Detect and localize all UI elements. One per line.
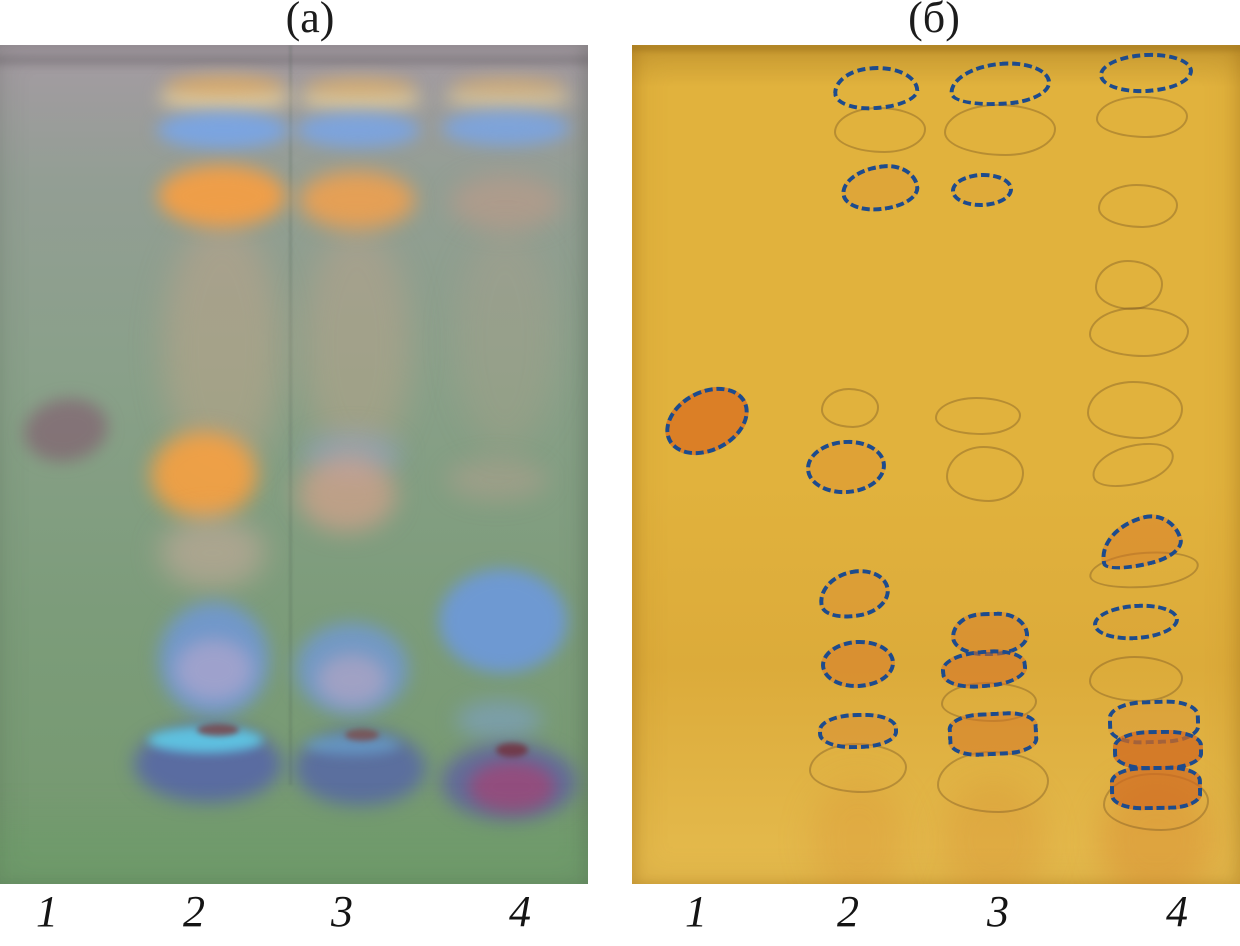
- spot-lane2-rf6: [819, 638, 897, 690]
- spot-lane4-origin3: [1109, 765, 1203, 811]
- band-blue-lane4: [442, 110, 570, 146]
- band-orange-lane2: [158, 165, 286, 227]
- lane-numbers-row: 1 2 3 4 1 2 3 4: [0, 886, 1240, 946]
- panel-b-label: (б): [908, 0, 960, 42]
- origin-band-lane3: [294, 730, 426, 806]
- band-orange-lane3: [299, 171, 415, 229]
- origin-notch-lane2: [197, 724, 239, 736]
- spot-lane2-origin: [817, 711, 899, 751]
- pencil-outline: [935, 397, 1021, 435]
- pencil-outline: [1087, 381, 1183, 439]
- spot-lane1: [653, 373, 761, 469]
- spot-lane2-rf3: [804, 437, 888, 497]
- pencil-outline: [1096, 96, 1188, 138]
- band-orange-tinge-lane3: [304, 78, 416, 94]
- streak-lane3: [303, 227, 411, 463]
- origin-magenta-lane4: [469, 761, 555, 813]
- pencil-outline: [809, 743, 907, 793]
- wash-lane2: [810, 780, 906, 884]
- band-blue-lane3: [296, 112, 420, 148]
- spot-lane2-rf5: [813, 563, 895, 625]
- spot-lane3-rf1: [947, 57, 1053, 111]
- blob-pink-lane3: [298, 456, 396, 532]
- pencil-outline: [1095, 260, 1163, 310]
- spot-lane4-origin2: [1112, 729, 1204, 771]
- fade-pink-lane2: [159, 517, 265, 589]
- lane-number: 3: [331, 887, 353, 936]
- spot-lane4-rf5: [1091, 601, 1181, 643]
- patch-blue-lane4: [456, 700, 542, 740]
- pencil-outline: [1098, 184, 1178, 228]
- lane-number: 3: [987, 887, 1009, 936]
- pencil-outline: [946, 446, 1024, 502]
- top-edge-shadow: [0, 55, 588, 65]
- tlc-plate-photo-stained: [632, 45, 1240, 884]
- top-edge-line: [632, 45, 1240, 51]
- band-cream-lane4: [445, 82, 571, 112]
- streak-lane2: [163, 220, 281, 476]
- pencil-outline: [821, 388, 879, 428]
- spot-purple-lane1: [19, 392, 113, 468]
- band-pink-lane4: [450, 174, 562, 230]
- lane-number: 2: [837, 887, 859, 936]
- tlc-plate-photo-uv: [0, 45, 588, 884]
- band-orange-tinge-lane2: [165, 76, 285, 94]
- bottom-green-glow: [0, 822, 588, 884]
- blob-blue-lane4: [439, 569, 567, 673]
- lane-number: 4: [509, 887, 531, 936]
- spot-lane3-rf2: [950, 171, 1014, 209]
- pencil-outline: [1087, 434, 1179, 496]
- band-orange-tinge-lane4: [450, 78, 566, 92]
- lane-number: 2: [183, 887, 205, 936]
- pencil-outline: [1089, 656, 1183, 702]
- blob-orange2-lane2: [151, 432, 257, 518]
- fade-pink-lane4: [447, 459, 547, 501]
- pencil-outline: [944, 104, 1056, 156]
- lane-number: 4: [1166, 887, 1188, 936]
- pencil-outline: [1089, 307, 1189, 357]
- seam-line: [288, 45, 292, 785]
- pencil-outline: [834, 107, 926, 153]
- spot-lane2-rf2: [838, 159, 922, 217]
- origin-notch-lane4: [496, 743, 528, 757]
- spot-lane3-origin: [946, 709, 1040, 759]
- origin-notch-lane3: [345, 729, 379, 741]
- band-cream-lane3: [299, 82, 421, 114]
- band-blue-lane2: [157, 111, 289, 149]
- spot-lane2-rf1: [831, 63, 921, 113]
- pencil-outline: [937, 751, 1049, 813]
- spot-lane4-rf1: [1098, 50, 1194, 96]
- blob-pinkinner-lane3: [317, 654, 387, 706]
- panel-a-label: (a): [285, 0, 335, 42]
- blob-lavender-lane2: [175, 639, 253, 701]
- streak-lane4: [455, 230, 555, 450]
- lane-number: 1: [685, 887, 707, 936]
- origin-cyan-lane3: [304, 735, 400, 755]
- lane-number: 1: [36, 887, 58, 936]
